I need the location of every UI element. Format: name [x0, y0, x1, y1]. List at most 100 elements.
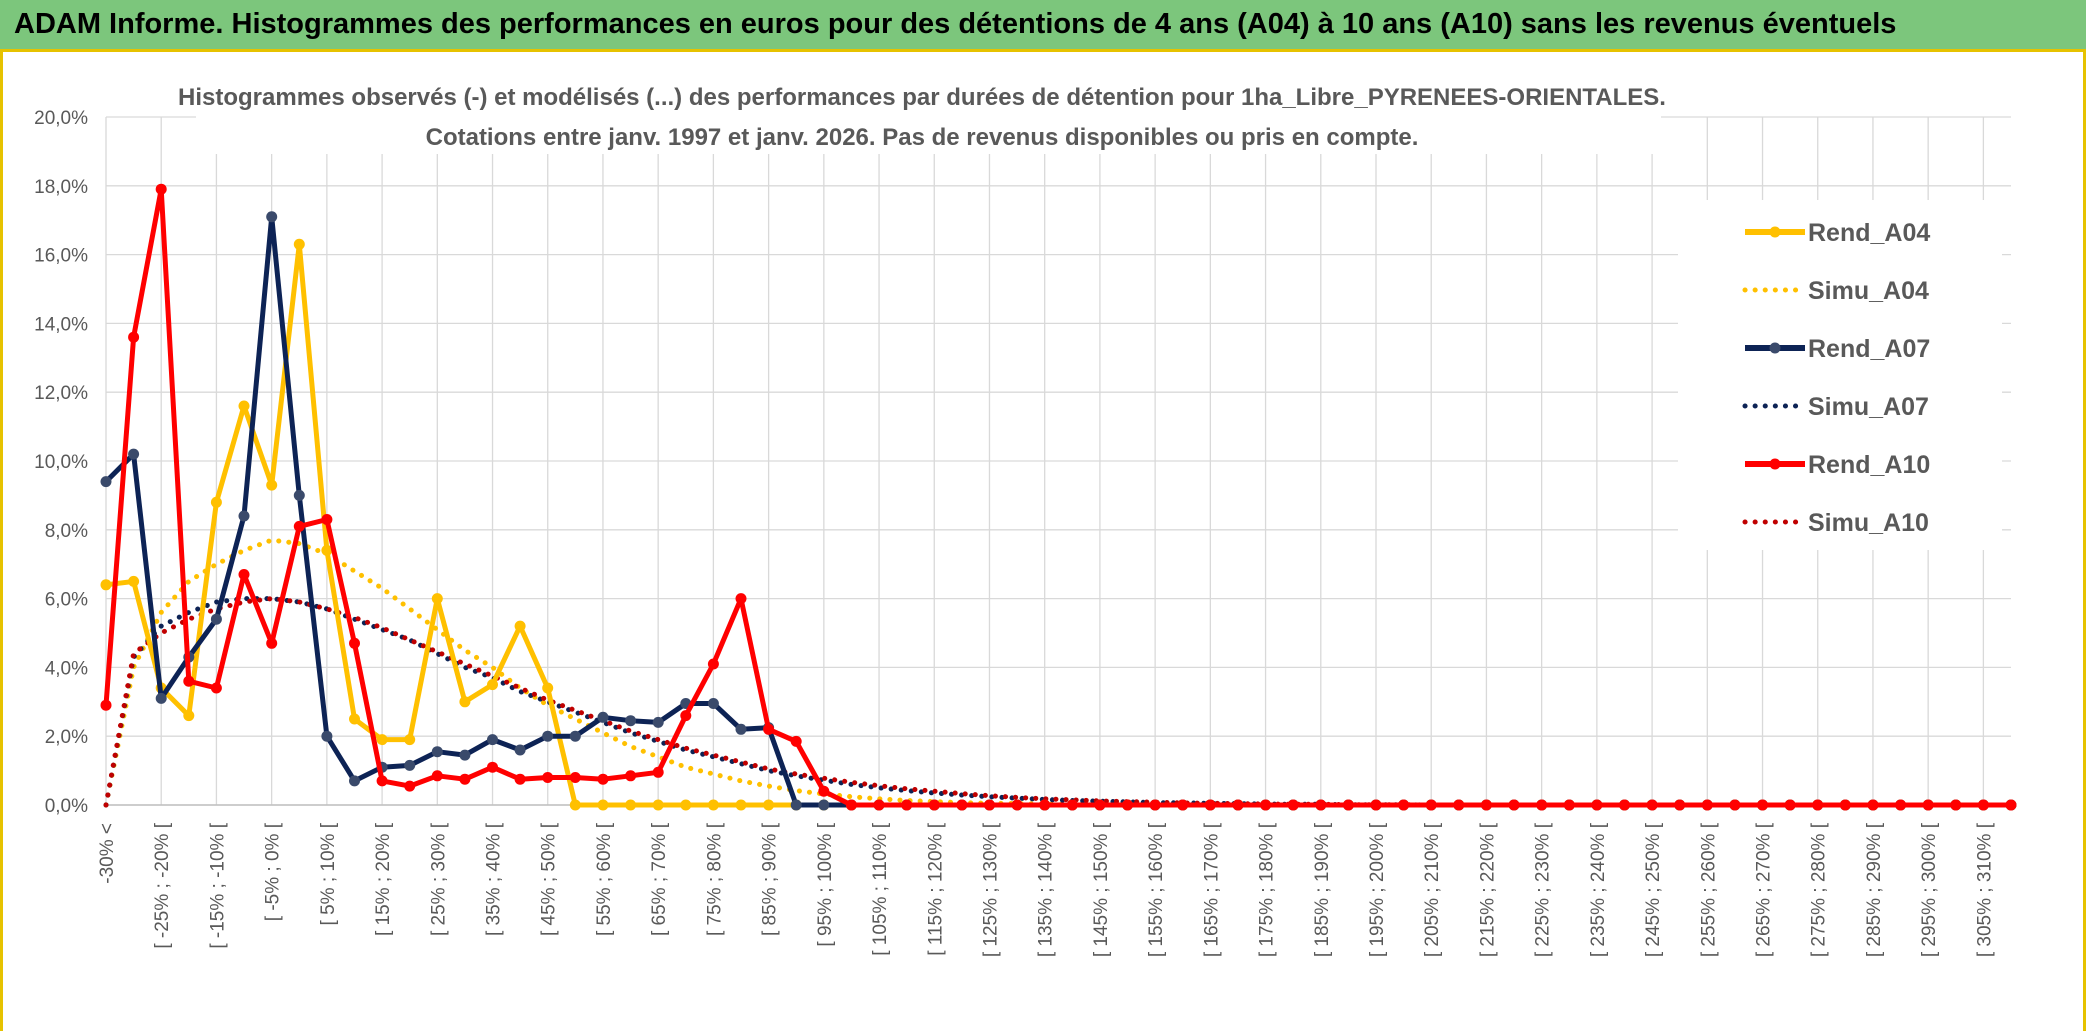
data-point [818, 799, 830, 811]
series-line-Simu_A07 [103, 596, 2014, 808]
y-axis-ticks: 0,0% 2,0% 4,0% 6,0% 8,0% 10,0% 12,0% 14,0% 16,0%… [34, 108, 88, 817]
chart-title-line2: Cotations entre janv. 1997 et janv. 2026… [426, 124, 1419, 151]
data-point [1370, 799, 1382, 811]
data-point [1784, 799, 1796, 811]
data-point [1066, 799, 1078, 811]
x-tick-label: [ 185% ; 190% [ [1312, 822, 1333, 957]
data-point [625, 715, 637, 727]
x-tick-label: [ 165% ; 170% [ [1201, 822, 1222, 957]
data-point [597, 773, 609, 785]
data-point [1701, 799, 1713, 811]
data-point [404, 759, 416, 771]
x-tick-label: [ -15% ; -10% [ [207, 822, 228, 948]
data-point [238, 400, 250, 412]
series-group [100, 183, 2017, 811]
data-point [128, 448, 140, 460]
data-point [1922, 799, 1934, 811]
data-point [321, 514, 333, 525]
data-point [1950, 799, 1962, 811]
data-point [404, 780, 416, 792]
data-point [128, 331, 140, 343]
data-point [1039, 799, 1051, 811]
series-Rend_A10 [100, 183, 2017, 811]
data-point [238, 510, 250, 522]
data-point [790, 735, 802, 747]
data-point [210, 682, 222, 694]
x-tick-label: [ 155% ; 160% [ [1146, 822, 1167, 957]
data-point [1895, 799, 1907, 811]
x-tick-label: [ 35% ; 40% [ [484, 822, 505, 936]
legend-label: Simu_A10 [1808, 509, 1929, 537]
y-tick-label: 16,0% [34, 246, 88, 267]
data-point [569, 772, 581, 783]
data-point [1453, 799, 1465, 811]
page-title: ADAM Informe. Histogrammes des performan… [14, 8, 1897, 40]
x-tick-label: [ 275% ; 280% [ [1809, 822, 1830, 957]
data-point [293, 520, 305, 532]
data-point [1867, 799, 1879, 811]
data-point [349, 637, 360, 649]
data-point [210, 496, 222, 508]
data-point [707, 799, 719, 811]
x-tick-label: [ 95% ; 100% [ [815, 822, 836, 946]
data-point [1839, 799, 1851, 811]
y-tick-label: 12,0% [34, 383, 88, 404]
data-point [431, 770, 443, 782]
data-point [321, 730, 333, 742]
legend-label: Rend_A04 [1808, 219, 1930, 247]
x-tick-label: [ 295% ; 300% [ [1919, 822, 1940, 957]
data-point [376, 775, 388, 787]
data-point [735, 799, 747, 811]
data-point [680, 710, 692, 722]
data-point [100, 476, 112, 488]
x-tick-label: [ 25% ; 30% [ [428, 822, 449, 936]
data-point [100, 579, 112, 591]
data-point [238, 569, 250, 580]
data-point [514, 744, 526, 756]
legend-marker [1769, 226, 1781, 238]
x-tick-label: [ 85% ; 90% [ [760, 822, 781, 936]
data-point [569, 799, 581, 811]
chart-frame [0, 52, 2086, 1031]
data-point [487, 761, 498, 773]
data-point [2005, 799, 2017, 811]
x-axis-ticks: -30% < [ -25% ; -20% [[ -15% ; -10% [[ -5… [97, 822, 1995, 957]
data-point [1149, 799, 1161, 811]
y-tick-label: 14,0% [34, 314, 88, 335]
legend-item-Rend_A04: Rend_A04 [1745, 219, 1930, 247]
data-point [293, 238, 305, 250]
x-tick-label: [ 15% ; 20% [ [373, 822, 394, 936]
x-tick-label: [ 175% ; 180% [ [1257, 822, 1278, 957]
x-tick-label: [ 215% ; 220% [ [1477, 822, 1498, 957]
data-point [100, 699, 112, 711]
data-point [1480, 799, 1492, 811]
data-point [155, 183, 167, 195]
x-tick-label: [ 45% ; 50% [ [539, 822, 560, 936]
data-point [542, 682, 554, 694]
data-point [1563, 799, 1575, 811]
data-point [1204, 799, 1216, 811]
data-point [1398, 799, 1410, 811]
x-tick-label: [ 285% ; 290% [ [1864, 822, 1885, 957]
data-point [707, 658, 719, 670]
x-tick-label: [ 255% ; 260% [ [1698, 822, 1719, 957]
data-point [266, 637, 278, 649]
data-point [597, 799, 609, 811]
legend-label: Simu_A07 [1808, 393, 1929, 421]
header-banner: ADAM Informe. Histogrammes des performan… [0, 0, 2086, 52]
data-point [873, 799, 885, 811]
series-line-Rend_A10 [103, 186, 2011, 808]
x-tick-label: [ 225% ; 230% [ [1533, 822, 1554, 957]
data-point [1646, 799, 1658, 811]
y-tick-label: 4,0% [45, 658, 88, 679]
y-tick-label: 6,0% [45, 590, 88, 611]
data-point [1232, 799, 1244, 811]
data-point [652, 766, 664, 778]
legend-background [1678, 200, 2002, 550]
y-tick-label: 2,0% [45, 727, 88, 748]
data-point [680, 799, 692, 811]
legend-label: Rend_A10 [1808, 451, 1930, 479]
data-point [487, 679, 498, 691]
data-point [431, 746, 443, 758]
